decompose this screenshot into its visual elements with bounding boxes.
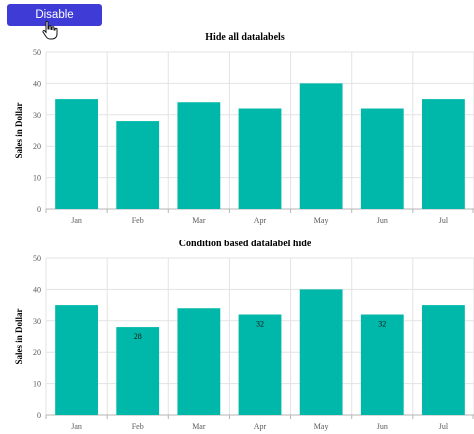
bar-jun xyxy=(360,314,404,415)
bar-jan xyxy=(55,305,98,415)
x-tick-label: Jun xyxy=(377,422,388,431)
x-tick-label: Jul xyxy=(439,216,449,225)
y-tick-label: 0 xyxy=(37,411,41,420)
x-tick-label: Jan xyxy=(71,216,82,225)
chart-condition-based-datalabel-hide: Condition based datalabel hide Sales in D… xyxy=(14,240,474,431)
y-tick-label: 30 xyxy=(33,111,41,120)
y-tick-label: 30 xyxy=(33,317,41,326)
data-label: 32 xyxy=(378,320,386,329)
x-tick-label: Apr xyxy=(254,216,267,225)
chart-title: Hide all datalabels xyxy=(205,32,285,43)
y-tick-label: 0 xyxy=(37,205,41,214)
bar-may xyxy=(299,289,343,415)
data-label: 32 xyxy=(256,320,264,329)
bar-apr xyxy=(238,108,282,209)
bar-jul xyxy=(422,305,465,415)
x-tick-label: Jul xyxy=(439,422,449,431)
y-tick-label: 20 xyxy=(33,142,41,151)
x-tick-label: May xyxy=(314,216,329,225)
bar-apr xyxy=(238,314,282,415)
y-tick-label: 40 xyxy=(33,79,41,88)
x-tick-label: Feb xyxy=(132,216,144,225)
bar-jan xyxy=(55,99,98,209)
y-axis-label: Sales in Dollar xyxy=(14,308,24,364)
y-tick-label: 10 xyxy=(33,380,41,389)
y-tick-label: 50 xyxy=(33,254,41,263)
x-tick-label: Feb xyxy=(132,422,144,431)
y-tick-label: 40 xyxy=(33,285,41,294)
bar-mar xyxy=(177,102,221,209)
bar-jul xyxy=(422,99,465,209)
bar-mar xyxy=(177,308,221,415)
x-tick-label: Mar xyxy=(192,422,206,431)
x-tick-label: Apr xyxy=(254,422,267,431)
bar-may xyxy=(299,83,343,209)
chart-hide-all-datalabels: Hide all datalabels Sales in Dollar 0 10 20 3… xyxy=(14,32,474,225)
y-axis-label: Sales in Dollar xyxy=(14,102,24,158)
disable-datalabels-button[interactable]: Disable DataLabels xyxy=(7,4,102,43)
y-tick-label: 20 xyxy=(33,348,41,357)
data-label: 28 xyxy=(134,332,142,341)
chart-title: Condition based datalabel hide xyxy=(179,240,312,249)
y-tick-label: 50 xyxy=(33,48,41,57)
bar-feb xyxy=(116,327,160,415)
bar-jun xyxy=(360,108,404,209)
x-tick-label: May xyxy=(314,422,329,431)
y-tick-label: 10 xyxy=(33,174,41,183)
x-tick-label: Jun xyxy=(377,216,388,225)
x-tick-label: Mar xyxy=(192,216,206,225)
x-tick-label: Jan xyxy=(71,422,82,431)
hand-pointer-icon xyxy=(42,20,58,40)
bar-feb xyxy=(116,121,160,209)
